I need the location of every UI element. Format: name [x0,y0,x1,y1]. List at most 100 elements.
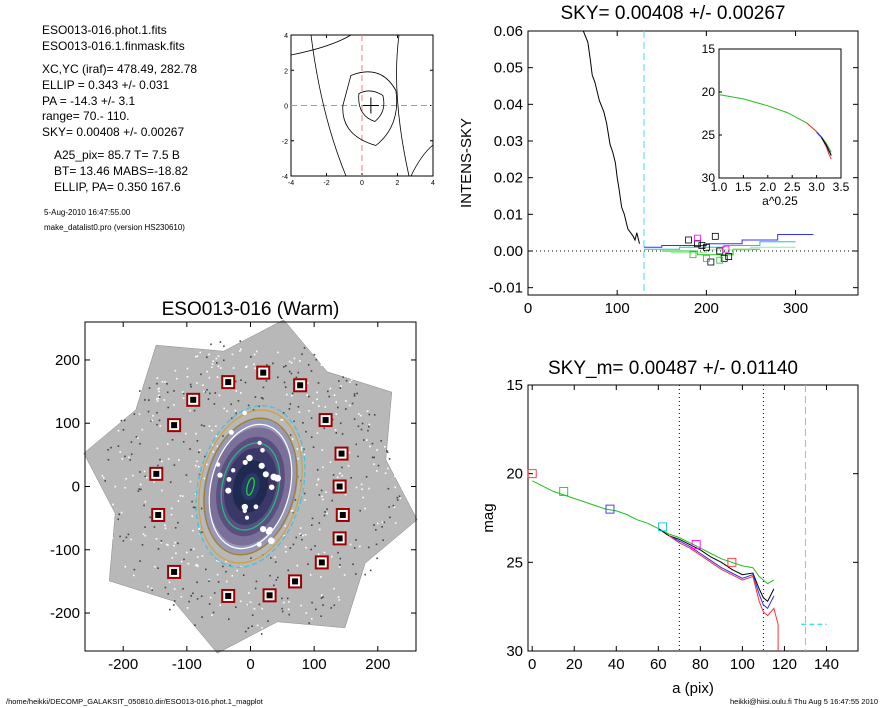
galaxy-sky-box-core [260,369,267,376]
galaxy-speckle [287,608,290,611]
galaxy-speckle [156,447,159,450]
galaxy-speckle [339,557,342,560]
galaxy-speckle [157,397,160,400]
galaxy-speckle [211,363,214,365]
galaxy-speckle [289,403,292,405]
galaxy-speckle [234,380,237,383]
galaxy-speckle [281,607,283,610]
galaxy-speckle [316,469,319,471]
galaxy-speckle [331,499,333,502]
galaxy-speckle [387,487,390,490]
galaxy-speckle [156,377,159,379]
galaxy-speckle [196,382,198,384]
galaxy-speckle [291,438,294,440]
galaxy-speckle [189,480,192,483]
galaxy-speckle [269,574,271,577]
galaxy-speckle [117,445,120,447]
galaxy-speckle [316,391,318,394]
sky-point-square [722,245,730,253]
galaxy-speckle [163,399,166,401]
galaxy-speckle [180,560,183,563]
galaxy-speckle [231,417,233,420]
galaxy-speckle [307,563,309,565]
mag-point-square [559,486,569,496]
mag-xtick-label: 40 [608,656,625,673]
galaxy-speckle [260,397,263,399]
galaxy-speckle [281,597,283,600]
galaxy-speckle [245,366,247,368]
galaxy-speckle [253,607,256,610]
galaxy-speckle [124,455,126,458]
galaxy-speckle [309,574,312,576]
galaxy-speckle [196,355,199,357]
galaxy-speckle [216,362,218,364]
galaxy-speckle [270,557,272,559]
galaxy-speckle [382,556,385,559]
inset-xtick-label: 3.5 [833,180,850,194]
galaxy-sky-box-core [339,511,346,518]
galaxy-speckle [138,488,141,490]
contour-ytick-label: 0 [284,104,288,111]
contour-ytick-label: 2 [284,68,288,75]
galaxy-speckle [244,630,247,633]
galaxy-speckle [376,449,378,451]
galaxy-speckle [338,566,341,568]
galaxy-speckle [345,400,347,402]
galaxy-speckle [149,516,151,519]
galaxy-speckle [300,449,303,451]
galaxy-masked-star [231,468,236,473]
galaxy-speckle [235,412,237,415]
galaxy-speckle [189,409,191,412]
galaxy-speckle [315,608,317,611]
galaxy-speckle [208,376,211,379]
galaxy-speckle [191,515,193,518]
sky-point-square [694,234,701,242]
galaxy-speckle [169,481,172,483]
galaxy-speckle [349,381,351,383]
sky-xtick-label: 300 [783,300,808,317]
galaxy-speckle [144,399,146,401]
inset-xtick-label: 1.5 [735,180,752,194]
galaxy-speckle [212,611,215,614]
galaxy-speckle [164,381,166,383]
galaxy-speckle [197,465,200,468]
galaxy-speckle [242,574,245,576]
galaxy-speckle [195,564,197,567]
galaxy-speckle [210,343,212,346]
galaxy-speckle [310,436,313,438]
galaxy-speckle [215,435,218,437]
galaxy-speckle [384,472,387,474]
galaxy-speckle [211,614,213,616]
galaxy-speckle [265,380,268,382]
galaxy-speckle [308,622,310,624]
sky-ylabel: INTENS-SKY [458,118,475,208]
galaxy-speckle [311,618,313,620]
galaxy-speckle [349,543,352,546]
galaxy-speckle [350,477,352,479]
galaxy-masked-star [274,474,281,482]
galaxy-speckle [144,475,147,478]
galaxy-speckle [335,368,337,371]
info-line-sky: SKY= 0.00408 +/- 0.00267 [42,125,184,139]
sky-point-square [702,254,710,262]
galaxy-speckle [156,423,158,426]
galaxy-speckle [158,396,161,398]
galaxy-isophote-ellipse [195,405,306,568]
galaxy-masked-star [267,537,275,545]
inset-xlabel: a^0.25 [762,194,798,208]
galaxy-speckle [388,458,391,460]
galaxy-speckle [133,574,135,577]
galaxy-speckle [292,543,295,546]
galaxy-speckle [156,398,158,400]
galaxy-speckle [193,548,195,550]
galaxy-speckle [350,379,353,381]
galaxy-speckle [366,410,369,412]
contour-ytick-label: -4 [282,174,288,181]
galaxy-speckle [214,392,217,394]
galaxy-speckle [169,608,171,611]
sky-xtick-label: 200 [694,300,719,317]
galaxy-xtick-label: 0 [246,656,254,673]
sky-series-line-0 [582,30,640,244]
galaxy-speckle [359,509,361,512]
galaxy-speckle [349,404,351,407]
